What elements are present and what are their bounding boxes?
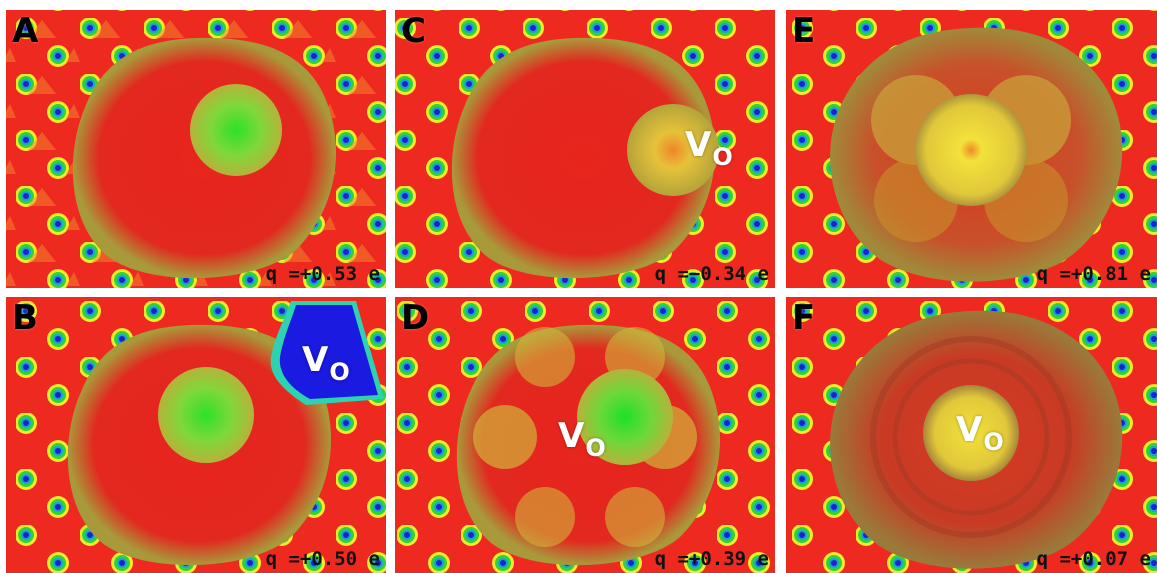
vo-sub: O [329, 358, 350, 386]
panel-b-label: B [12, 298, 38, 338]
panel-b-charge: q =+0.50 e [265, 548, 380, 570]
panel-d-label: D [401, 298, 430, 338]
vo-sub: O [712, 143, 733, 171]
panel-d-image [395, 297, 775, 573]
vo-main: V [558, 416, 585, 456]
panel-f-vacancy-label: VO [956, 410, 1004, 454]
panel-c: C VO q =−0.34 e [395, 10, 775, 288]
panel-f-label: F [792, 298, 816, 338]
panel-c-image [395, 10, 775, 288]
panel-d-charge: q =+0.39 e [654, 548, 769, 570]
vo-main: V [302, 340, 329, 380]
panel-e-charge: q =+0.81 e [1036, 263, 1151, 285]
panel-c-charge: q =−0.34 e [654, 263, 769, 285]
panel-a-label: A [12, 11, 39, 51]
panel-b-image [6, 297, 386, 573]
panel-c-vacancy-label: VO [685, 125, 733, 169]
panel-f: F VO q =+0.07 e [786, 297, 1157, 573]
panel-d: D VO q =+0.39 e [395, 297, 775, 573]
vo-sub: O [983, 428, 1004, 456]
panel-f-charge: q =+0.07 e [1036, 548, 1151, 570]
panel-a-charge: q =+0.53 e [265, 263, 380, 285]
vo-main: V [685, 125, 712, 165]
panel-b: B VO q =+0.50 e [6, 297, 386, 573]
panel-f-image [786, 297, 1157, 573]
vo-main: V [956, 410, 983, 450]
panel-e-label: E [792, 11, 816, 51]
panel-e: E q =+0.81 e [786, 10, 1157, 288]
panel-a-image [6, 10, 386, 288]
panel-d-vacancy-label: VO [558, 416, 606, 460]
vo-sub: O [585, 434, 606, 462]
panel-a: A q =+0.53 e [6, 10, 386, 288]
panel-b-vacancy-label: VO [302, 340, 350, 384]
panel-c-label: C [401, 11, 426, 51]
panel-e-image [786, 10, 1157, 288]
